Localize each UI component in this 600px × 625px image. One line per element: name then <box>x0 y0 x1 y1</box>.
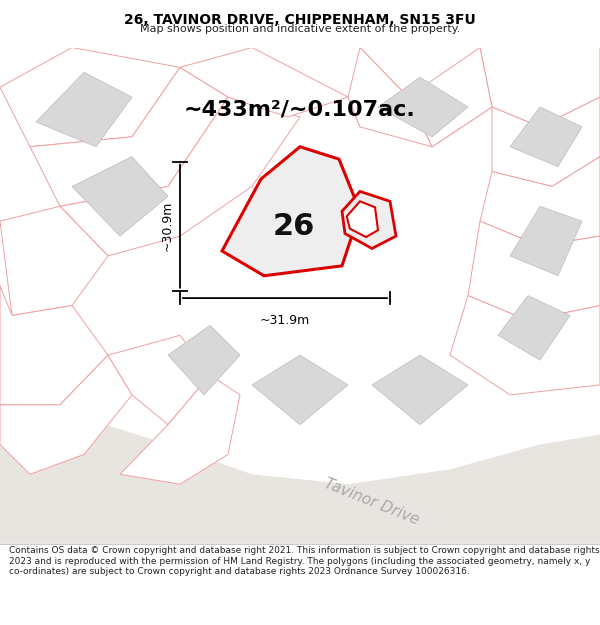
Polygon shape <box>360 48 492 147</box>
Polygon shape <box>120 375 240 484</box>
Polygon shape <box>480 157 600 246</box>
Polygon shape <box>0 405 600 544</box>
Polygon shape <box>0 355 132 474</box>
Polygon shape <box>372 355 468 424</box>
Polygon shape <box>347 201 378 237</box>
Text: ~433m²/~0.107ac.: ~433m²/~0.107ac. <box>184 99 416 119</box>
Polygon shape <box>510 107 582 167</box>
Polygon shape <box>36 72 132 147</box>
Polygon shape <box>408 48 492 147</box>
Polygon shape <box>342 191 396 249</box>
Polygon shape <box>468 221 600 321</box>
Text: Map shows position and indicative extent of the property.: Map shows position and indicative extent… <box>140 24 460 34</box>
Polygon shape <box>480 48 600 127</box>
Text: 26, TAVINOR DRIVE, CHIPPENHAM, SN15 3FU: 26, TAVINOR DRIVE, CHIPPENHAM, SN15 3FU <box>124 13 476 28</box>
Polygon shape <box>510 206 582 276</box>
Polygon shape <box>72 157 168 236</box>
Text: 26: 26 <box>273 212 315 241</box>
Polygon shape <box>0 206 108 316</box>
Polygon shape <box>60 97 300 256</box>
Polygon shape <box>0 286 108 405</box>
Polygon shape <box>450 296 600 395</box>
Polygon shape <box>348 48 432 147</box>
Polygon shape <box>0 48 180 147</box>
Text: ~30.9m: ~30.9m <box>160 201 173 251</box>
Polygon shape <box>222 147 360 276</box>
Polygon shape <box>252 355 348 424</box>
Polygon shape <box>378 78 468 137</box>
Text: ~31.9m: ~31.9m <box>260 314 310 327</box>
Polygon shape <box>180 48 360 117</box>
Text: Contains OS data © Crown copyright and database right 2021. This information is : Contains OS data © Crown copyright and d… <box>9 546 599 576</box>
Polygon shape <box>108 336 210 424</box>
Polygon shape <box>168 326 240 395</box>
Polygon shape <box>30 68 228 206</box>
Text: Tavinor Drive: Tavinor Drive <box>322 476 422 528</box>
Polygon shape <box>498 296 570 360</box>
Polygon shape <box>492 97 600 186</box>
Polygon shape <box>252 48 408 127</box>
